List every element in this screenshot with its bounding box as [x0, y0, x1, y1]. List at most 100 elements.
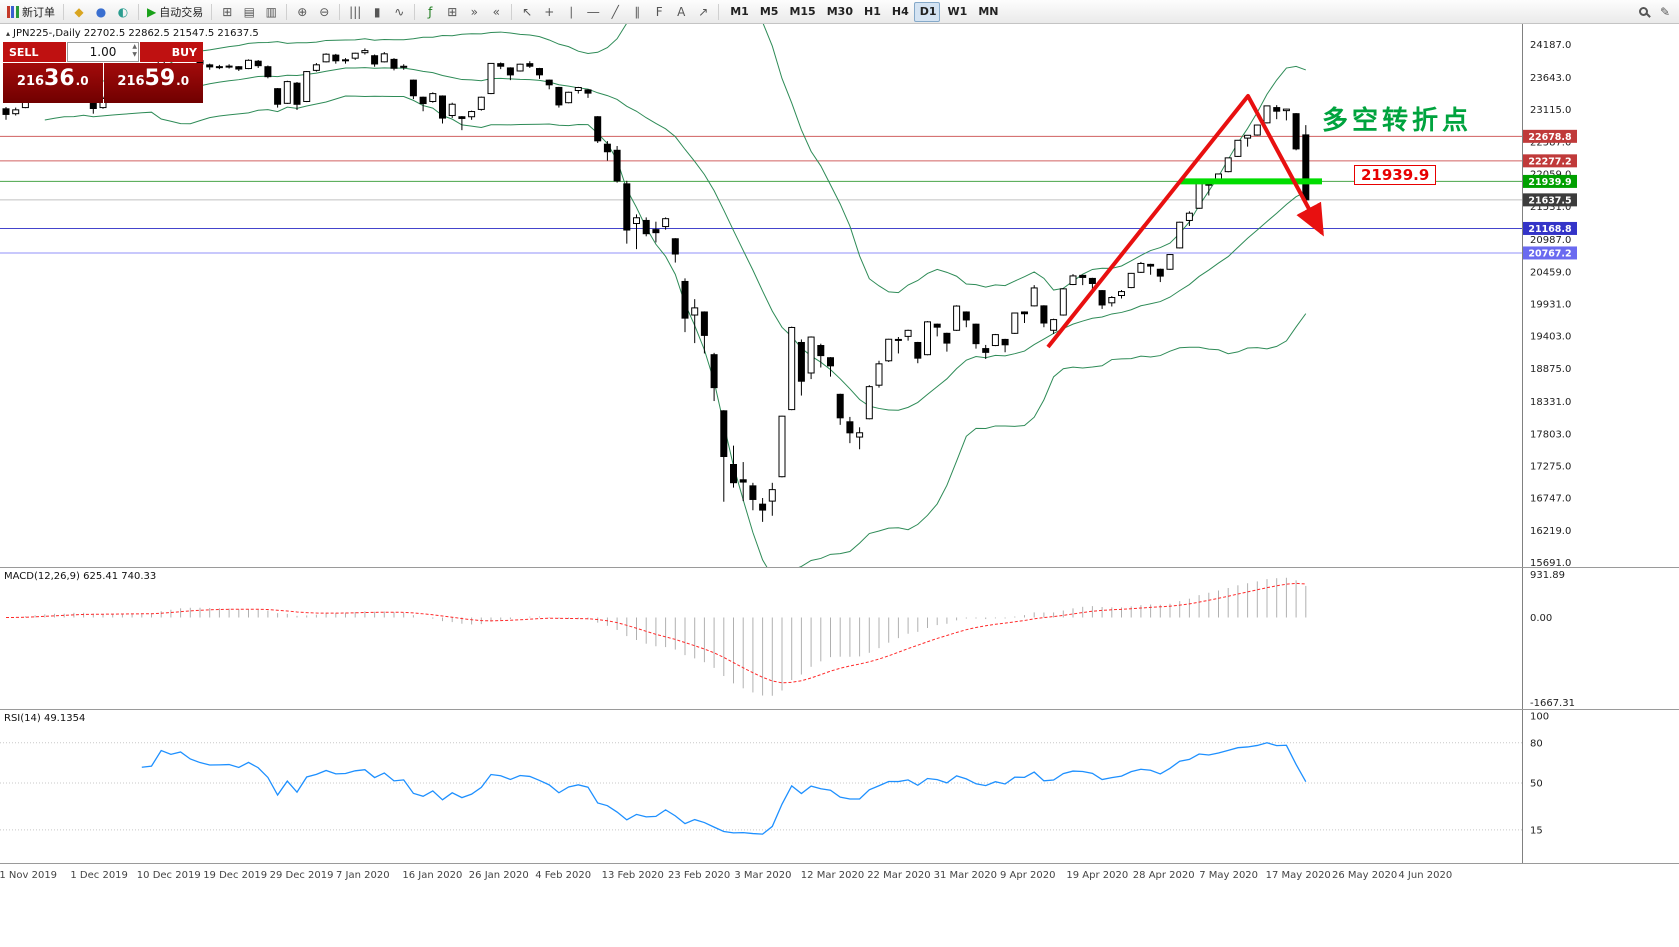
line-chart-icon[interactable]: ∿: [394, 4, 405, 19]
volume-input[interactable]: 1.00 ▲ ▼: [67, 42, 139, 62]
svg-text:21939.9: 21939.9: [1528, 177, 1571, 188]
tf-m30[interactable]: M30: [826, 5, 853, 18]
svg-text:23643.0: 23643.0: [1530, 73, 1571, 84]
date-label: 23 Feb 2020: [668, 870, 731, 881]
sell-price-button[interactable]: 216 36.0: [3, 63, 103, 103]
spinner-up-icon[interactable]: ▲: [132, 43, 137, 50]
price-axis-labels: 24187.023643.023115.022587.022059.021531…: [1530, 40, 1571, 567]
date-label: 29 Dec 2019: [269, 870, 334, 881]
svg-text:24187.0: 24187.0: [1530, 40, 1571, 51]
auto-scroll-icon[interactable]: »: [470, 4, 478, 19]
bar-chart-icon[interactable]: |||: [349, 4, 362, 19]
crosshair-icon[interactable]: +: [544, 4, 555, 19]
svg-text:17803.0: 17803.0: [1530, 429, 1571, 440]
channel-icon[interactable]: ∥: [634, 4, 641, 19]
tf-mn[interactable]: MN: [978, 5, 999, 18]
date-label: 12 Mar 2020: [800, 870, 865, 881]
new-order-button: [7, 5, 19, 18]
svg-text:22277.2: 22277.2: [1528, 156, 1571, 167]
chart-shift-icon[interactable]: «: [492, 4, 500, 19]
search-icon: [1638, 7, 1648, 16]
panel-separator[interactable]: [0, 567, 1679, 568]
trend-arrow[interactable]: [1046, 94, 1324, 349]
price-callout-label[interactable]: 21939.9: [1354, 165, 1437, 185]
favorites-icon[interactable]: ◆: [74, 4, 84, 19]
svg-text:20767.2: 20767.2: [1528, 248, 1571, 259]
arrange-windows-icon[interactable]: ⊞: [222, 4, 233, 19]
indicators-icon[interactable]: ƒ: [428, 4, 433, 19]
volume-spinner[interactable]: ▲ ▼: [132, 43, 137, 59]
edit-icon[interactable]: ✎: [1659, 4, 1671, 19]
svg-text:15: 15: [1530, 825, 1543, 836]
date-label: 17 May 2020: [1265, 870, 1331, 881]
zoom-out-icon[interactable]: ⊖: [319, 4, 330, 19]
one-click-collapse-icon[interactable]: ▴: [6, 29, 11, 38]
svg-text:19931.0: 19931.0: [1530, 299, 1571, 310]
fibonacci-icon[interactable]: F: [655, 4, 663, 19]
tf-h4[interactable]: H4: [891, 5, 909, 18]
buy-price-big: 59: [144, 66, 176, 91]
main-toolbar: 新订单 ◆ ● ◐ ▶ 自动交易 ⊞ ▤ ▥ ⊕ ⊖ ||| ▮ ∿ ƒ ⊞ » « ↖ + ∣ ― ╱ ∥ F A ↗ M1 M5 M1…: [0, 0, 1679, 24]
text-icon[interactable]: A: [677, 4, 686, 19]
main-chart: 24187.023643.023115.022587.022059.021531…: [0, 24, 1577, 567]
zoom-in-icon[interactable]: ⊕: [297, 4, 308, 19]
price-tags: 22678.8 22277.2 21939.9 21637.5 21168.8 20767…: [1523, 129, 1577, 260]
svg-text:19403.0: 19403.0: [1530, 332, 1571, 343]
search-icon[interactable]: [1633, 2, 1653, 22]
date-label: 22 Mar 2020: [867, 870, 931, 881]
trendline-icon[interactable]: ╱: [611, 4, 619, 19]
turning-point-annotation[interactable]: 多空转折点: [1322, 106, 1473, 136]
horizontal-lines: [0, 135, 1522, 254]
spinner-down-icon[interactable]: ▼: [132, 51, 137, 58]
autotrading-button[interactable]: ▶ 自动交易: [147, 4, 204, 19]
candlestick-chart-icon[interactable]: ▮: [373, 4, 381, 19]
one-click-trading-panel: SELL 1.00 ▲ ▼ BUY 216 36.0 216 59.0: [3, 42, 203, 103]
sell-price-prefix: 216: [16, 74, 45, 89]
cursor-icon[interactable]: ↖: [522, 4, 533, 19]
tf-w1[interactable]: W1: [947, 5, 968, 18]
toolbar-separator: [138, 3, 139, 20]
buy-button[interactable]: BUY: [140, 42, 203, 62]
panel-separator: [0, 863, 1679, 864]
svg-text:18331.0: 18331.0: [1530, 397, 1571, 408]
date-label: 1 Dec 2019: [70, 870, 128, 881]
arrows-icon[interactable]: ↗: [698, 4, 709, 19]
support-icon[interactable]: ◐: [117, 4, 129, 19]
account-icon[interactable]: ●: [95, 4, 107, 19]
bollinger-bands: [44, 24, 1307, 567]
tf-m5[interactable]: M5: [759, 5, 779, 18]
navigator-icon[interactable]: ▥: [265, 4, 277, 19]
buy-price-button[interactable]: 216 59.0: [103, 63, 203, 103]
toolbar-separator: [339, 3, 341, 20]
svg-text:22678.8: 22678.8: [1528, 132, 1572, 143]
date-label: 9 Apr 2020: [1000, 870, 1056, 881]
macd-panel: 931.89 0.00 -1667.31: [5, 568, 1575, 709]
new-order-button[interactable]: 新订单: [4, 2, 58, 22]
toolbar-separator: [511, 3, 513, 20]
svg-text:22587.0: 22587.0: [1530, 137, 1571, 148]
tf-m1[interactable]: M1: [730, 5, 749, 18]
sell-button[interactable]: SELL: [3, 42, 66, 62]
svg-text:23115.0: 23115.0: [1530, 105, 1571, 116]
tf-h1[interactable]: H1: [863, 5, 881, 18]
toolbar-separator: [63, 3, 64, 20]
panel-separator[interactable]: [0, 709, 1679, 710]
symbol-ohlc-text: JPN225-,Daily 22702.5 22862.5 21547.5 21…: [13, 28, 259, 39]
date-label: 16 Jan 2020: [402, 870, 463, 881]
tf-m15[interactable]: M15: [789, 5, 816, 18]
date-label: 7 May 2020: [1199, 870, 1259, 881]
date-label: 28 Apr 2020: [1132, 870, 1195, 881]
date-label: 4 Jun 2020: [1398, 870, 1453, 881]
grid-icon[interactable]: ⊞: [447, 4, 458, 19]
macd-indicator-label: MACD(12,26,9) 625.41 740.33: [4, 571, 157, 582]
date-label: 4 Feb 2020: [535, 870, 592, 881]
date-label: 13 Feb 2020: [601, 870, 664, 881]
vertical-line-icon[interactable]: ∣: [568, 4, 575, 19]
svg-text:20459.0: 20459.0: [1530, 267, 1571, 278]
tf-d1[interactable]: D1: [913, 1, 940, 22]
data-window-icon[interactable]: ▤: [243, 4, 255, 19]
svg-text:17275.0: 17275.0: [1530, 462, 1571, 473]
chart-symbol-ohlc: ▴ JPN225-,Daily 22702.5 22862.5 21547.5 …: [6, 28, 259, 39]
horizontal-line-icon[interactable]: ―: [587, 4, 600, 19]
